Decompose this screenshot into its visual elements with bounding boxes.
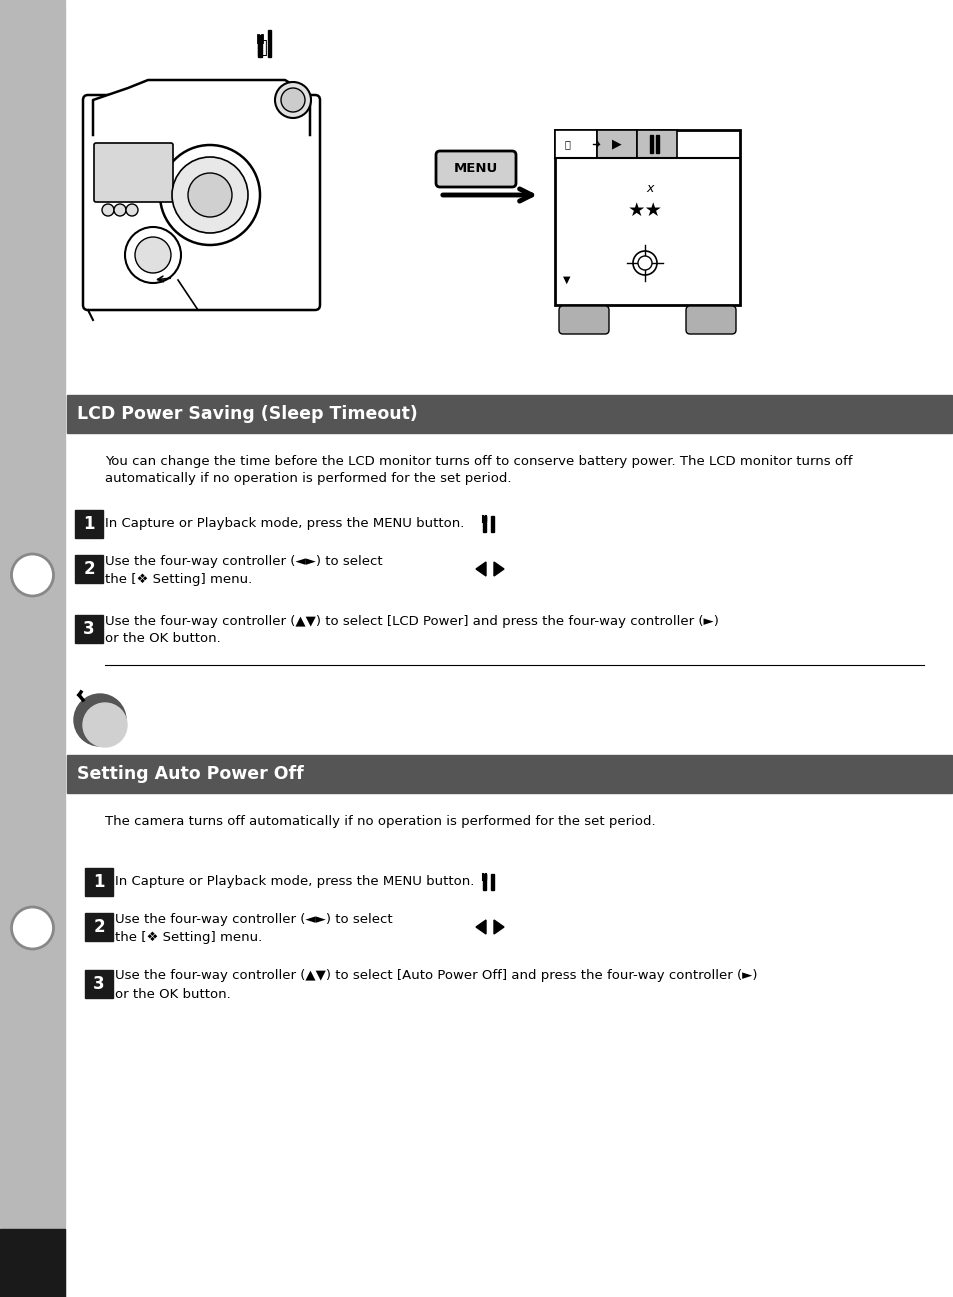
Text: Use the four-way controller (◄►) to select: Use the four-way controller (◄►) to sele… (115, 913, 393, 926)
Text: 3: 3 (83, 620, 94, 638)
Text: ★★: ★★ (627, 201, 661, 219)
Circle shape (172, 157, 248, 233)
Polygon shape (476, 562, 485, 576)
Circle shape (102, 204, 113, 217)
Text: the [❖ Setting] menu.: the [❖ Setting] menu. (105, 572, 252, 585)
Text: LCD Power Saving (Sleep Timeout): LCD Power Saving (Sleep Timeout) (77, 405, 417, 423)
FancyBboxPatch shape (83, 95, 319, 310)
Text: or the OK button.: or the OK button. (115, 987, 231, 1000)
Circle shape (188, 173, 232, 217)
Bar (75, 555, 103, 582)
Bar (75, 615, 103, 643)
Polygon shape (476, 920, 485, 934)
Bar (268, 30, 271, 57)
Text: ▼: ▼ (562, 275, 570, 285)
Text: You can change the time before the LCD monitor turns off to conserve battery pow: You can change the time before the LCD m… (105, 455, 852, 468)
Circle shape (274, 82, 311, 118)
Bar (67, 755, 951, 792)
Bar (491, 516, 494, 532)
Circle shape (135, 237, 171, 272)
Bar (656, 135, 659, 153)
Bar (597, 130, 637, 158)
Text: ⬜: ⬜ (563, 139, 569, 149)
Text: ▶: ▶ (612, 137, 621, 150)
Bar (482, 874, 485, 890)
Circle shape (638, 256, 651, 270)
Text: 1: 1 (83, 515, 94, 533)
Text: Use the four-way controller (◄►) to select: Use the four-way controller (◄►) to sele… (105, 555, 382, 568)
Polygon shape (494, 562, 503, 576)
Bar (555, 130, 597, 158)
Circle shape (125, 227, 181, 283)
Text: MENU: MENU (454, 162, 497, 175)
Circle shape (113, 204, 126, 217)
Bar (0, 0, 65, 1297)
Bar (637, 130, 677, 158)
Text: 2: 2 (83, 560, 94, 578)
Circle shape (160, 145, 260, 245)
Polygon shape (494, 920, 503, 934)
Text: In Capture or Playback mode, press the MENU button.: In Capture or Playback mode, press the M… (115, 875, 474, 888)
Circle shape (11, 554, 53, 597)
Bar (0, 1230, 65, 1297)
Bar (555, 130, 740, 305)
FancyBboxPatch shape (558, 306, 608, 335)
Text: x: x (645, 182, 653, 195)
Bar (482, 874, 485, 879)
FancyBboxPatch shape (436, 150, 516, 187)
Bar (85, 913, 112, 942)
Text: The camera turns off automatically if no operation is performed for the set peri: The camera turns off automatically if no… (105, 815, 655, 827)
Circle shape (126, 204, 138, 217)
Bar (482, 516, 485, 521)
Circle shape (11, 907, 53, 949)
Bar (491, 874, 494, 890)
Circle shape (83, 703, 127, 747)
Text: 𝖄|: 𝖄| (256, 39, 274, 57)
Circle shape (74, 694, 126, 746)
Text: Use the four-way controller (▲▼) to select [LCD Power] and press the four-way co: Use the four-way controller (▲▼) to sele… (105, 615, 719, 628)
Bar (75, 510, 103, 538)
Bar (257, 35, 262, 57)
Circle shape (281, 88, 305, 112)
Polygon shape (92, 80, 310, 135)
Text: the [❖ Setting] menu.: the [❖ Setting] menu. (115, 930, 262, 943)
Text: 3: 3 (93, 975, 105, 994)
Bar (482, 516, 485, 532)
Text: or the OK button.: or the OK button. (105, 633, 220, 646)
Bar (67, 396, 951, 433)
Text: In Capture or Playback mode, press the MENU button.: In Capture or Playback mode, press the M… (105, 518, 464, 530)
Text: Setting Auto Power Off: Setting Auto Power Off (77, 765, 303, 783)
FancyBboxPatch shape (685, 306, 735, 335)
Text: 1: 1 (93, 873, 105, 891)
Text: automatically if no operation is performed for the set period.: automatically if no operation is perform… (105, 472, 511, 485)
Bar (649, 135, 652, 153)
Text: Use the four-way controller (▲▼) to select [Auto Power Off] and press the four-w: Use the four-way controller (▲▼) to sele… (115, 969, 757, 983)
Circle shape (633, 252, 657, 275)
Bar (85, 970, 112, 997)
Text: 2: 2 (93, 918, 105, 936)
FancyBboxPatch shape (94, 143, 172, 202)
Bar (85, 868, 112, 896)
